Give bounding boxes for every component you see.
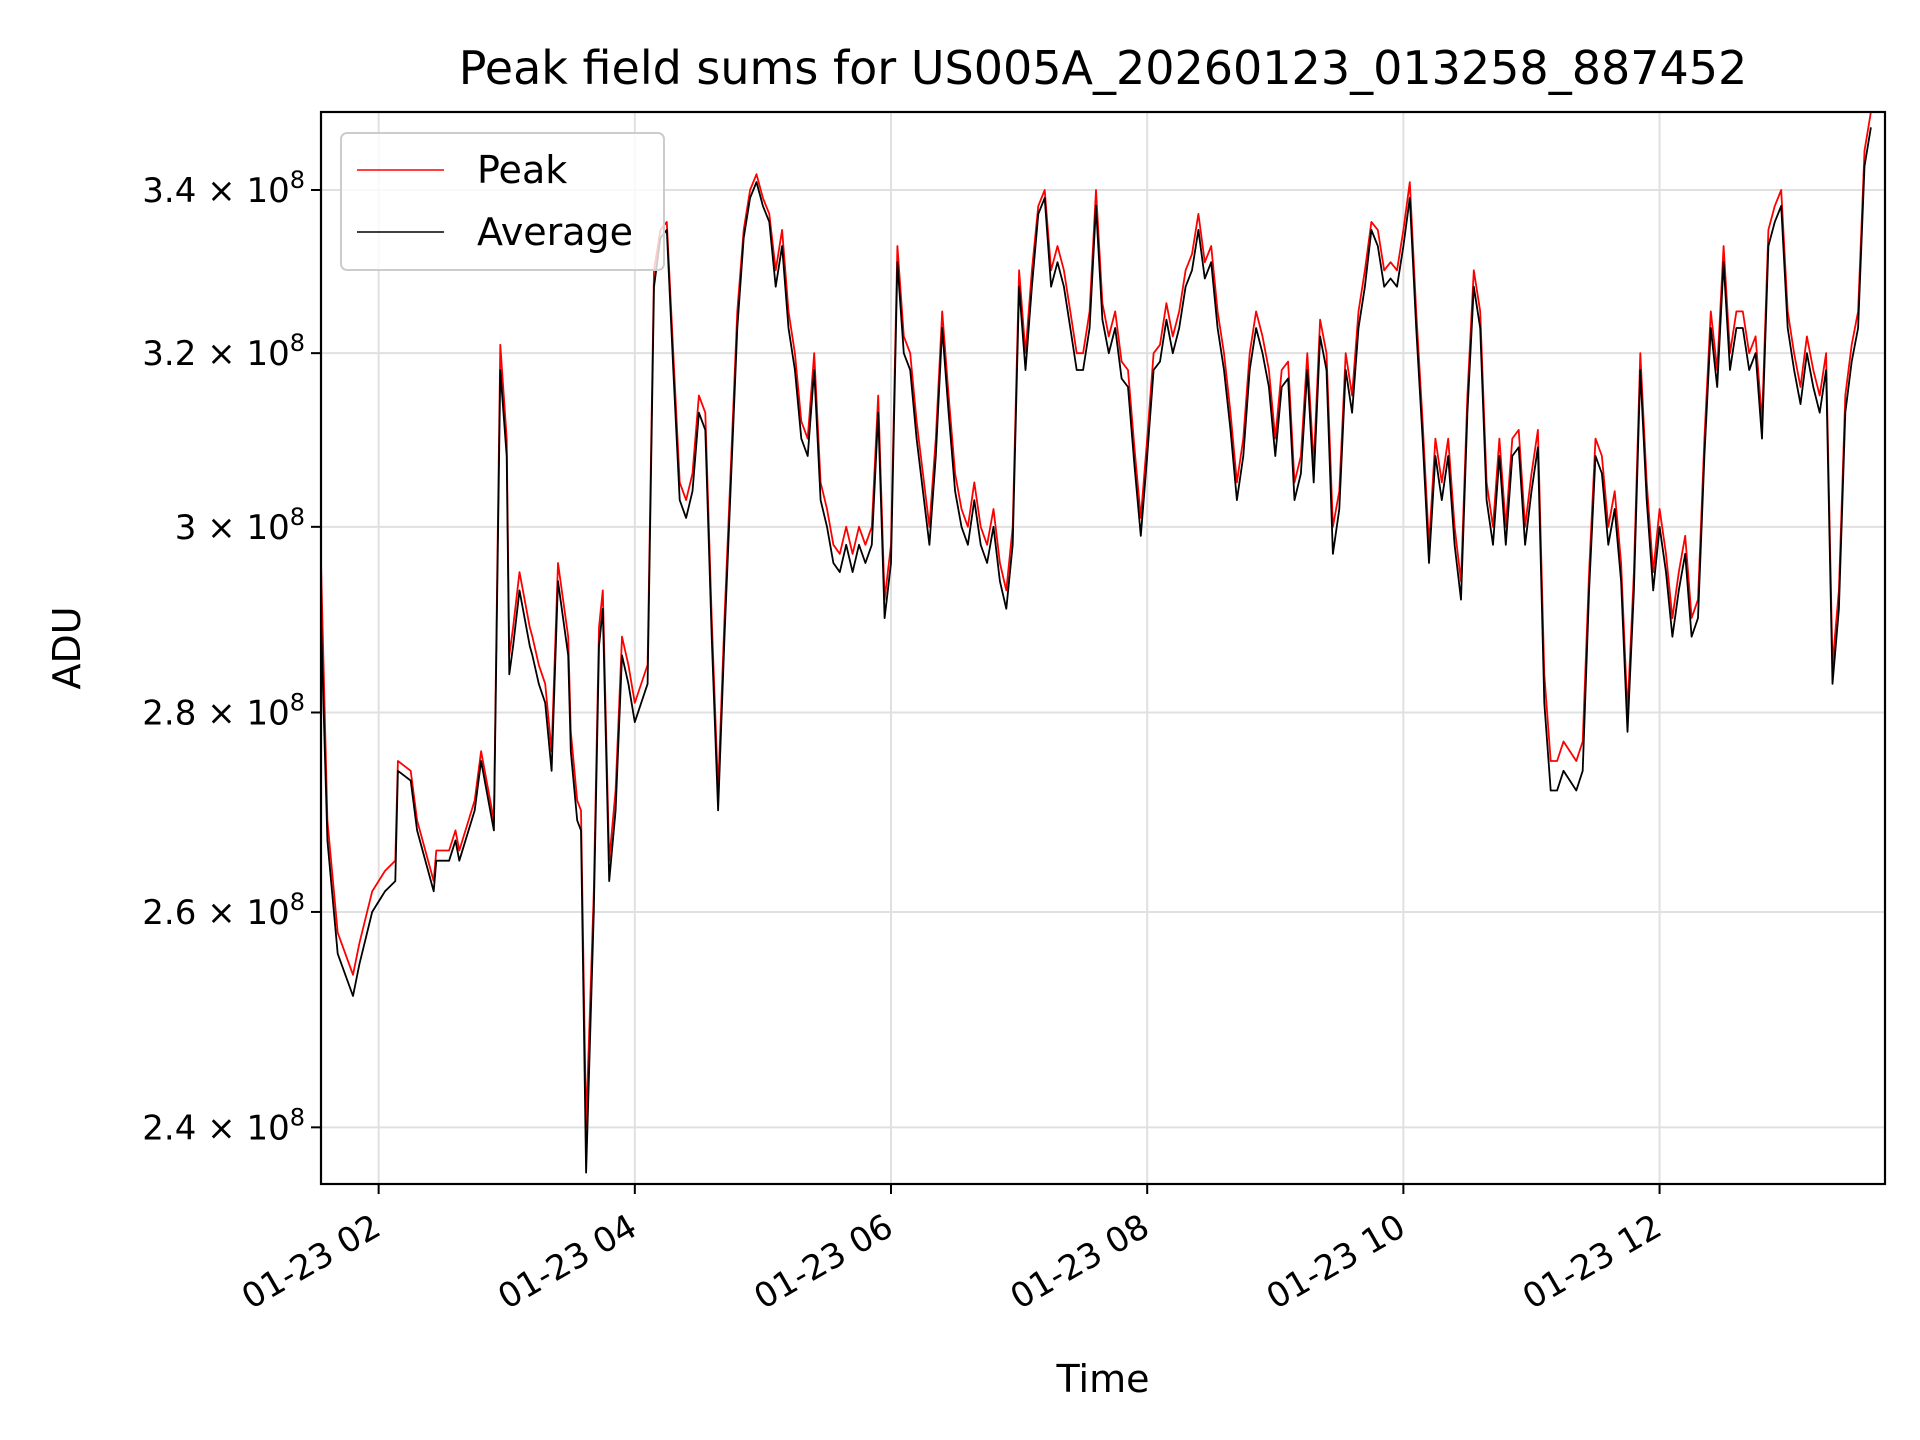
series-line-average [321, 127, 1872, 1174]
y-tick-label-4: 3.2 × 108 [142, 329, 305, 374]
y-axis-label: ADU [45, 606, 89, 689]
legend-average-label: Average [477, 210, 633, 254]
y-tick-label-0: 2.4 × 108 [142, 1103, 305, 1148]
y-tick-label-3: 3 × 108 [175, 503, 305, 548]
plot-frame [319, 110, 1887, 1186]
plot-lines [321, 112, 1872, 1174]
legend: Peak Average [340, 132, 665, 271]
x-axis-label: Time [1056, 1357, 1150, 1401]
y-tick-label-5: 3.4 × 108 [142, 166, 305, 211]
y-tick-label-2: 2.8 × 108 [142, 689, 305, 734]
chart-title: Peak field sums for US005A_20260123_0132… [459, 41, 1748, 95]
legend-peak-label: Peak [477, 148, 567, 192]
legend-frame [340, 132, 665, 271]
y-tick-label-1: 2.6 × 108 [142, 888, 305, 933]
